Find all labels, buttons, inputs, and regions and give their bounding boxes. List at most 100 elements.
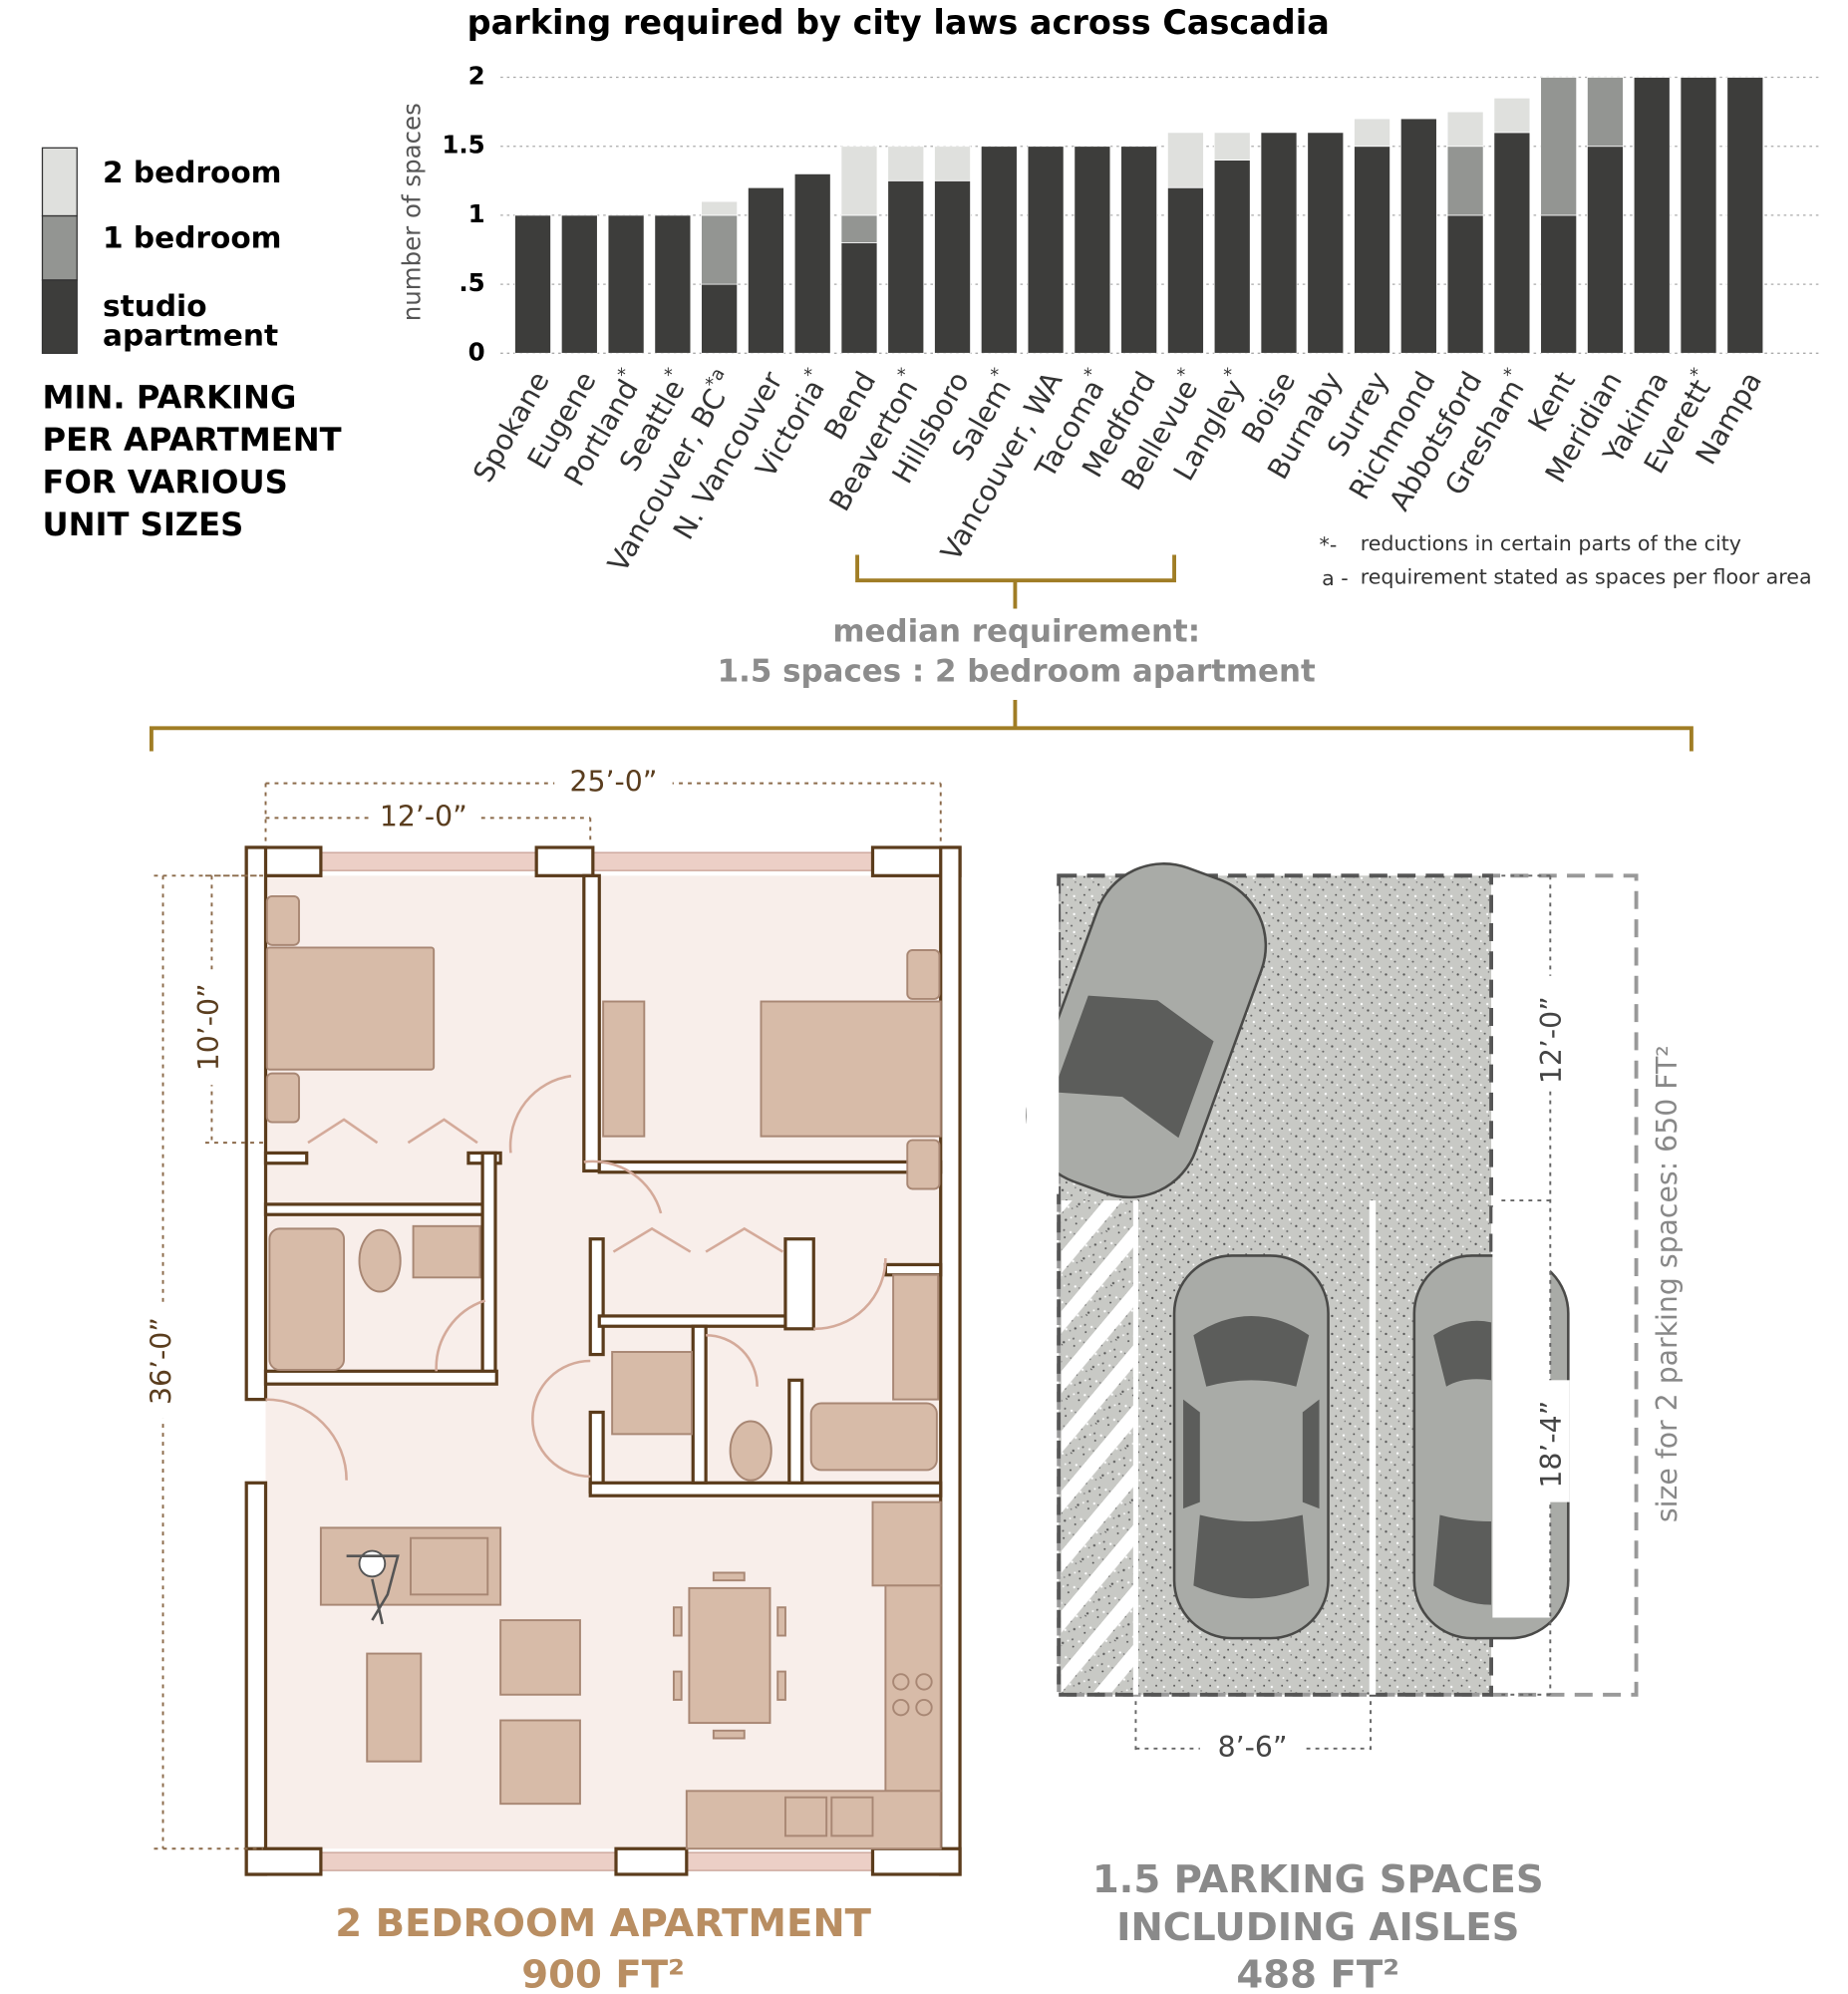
dimension-label: 12’-0”: [1535, 996, 1568, 1084]
bar-segment: [514, 214, 551, 354]
caption: 1.5 PARKING SPACES: [1092, 1857, 1544, 1902]
caption: 488 FT²: [1236, 1953, 1399, 1994]
bar-segment: [1587, 146, 1624, 354]
car: [1172, 1254, 1330, 1640]
window: [592, 851, 874, 871]
bar-segment: [1354, 118, 1390, 148]
bar-segment: [980, 146, 1018, 354]
legend: 2 bedroom 1 bedroom studio apartment: [41, 147, 282, 354]
heading-line: UNIT SIZES: [42, 505, 243, 543]
bar-segment: [1167, 186, 1204, 354]
bar-segment: [934, 146, 971, 181]
legend-label: 1 bedroom: [103, 224, 282, 256]
bar-segment: [1167, 132, 1204, 188]
bar-segment: [1540, 77, 1578, 216]
bar-segment: [934, 179, 971, 354]
bar-segment: [1633, 77, 1671, 354]
floor-plan: 25’-0” 12’-0” 10’-0” 36’-0” 2 BEDROOM AP…: [145, 766, 962, 1994]
window: [320, 851, 537, 871]
footnote-text: reductions in certain parts of the city: [1361, 531, 1741, 555]
bar-segment: [1120, 146, 1158, 354]
bar-segment: [1446, 214, 1484, 354]
legend-label-box: studio apartment: [103, 292, 279, 354]
door-swings: [265, 1074, 887, 1481]
dimensions: [145, 768, 942, 1850]
bar-segment: [1260, 132, 1298, 354]
bar-segment: [840, 242, 878, 354]
footnote-symbol: a -: [1322, 566, 1349, 590]
window: [320, 1851, 617, 1871]
dimension-label: 18’-4”: [1535, 1401, 1568, 1489]
bar-segment: [1726, 77, 1764, 354]
bar-segment: [701, 283, 739, 354]
caption: INCLUDING AISLES: [1116, 1905, 1519, 1950]
bar-segment: [1399, 118, 1437, 354]
car: [1026, 862, 1268, 1199]
bar-segment: [1354, 146, 1390, 354]
bar-chart: 0.511.52SpokaneEugenePortland*Seattle*Va…: [442, 62, 1823, 577]
heading-line: MIN. PARKING: [42, 379, 296, 417]
dimension-label: 10’-0”: [192, 983, 225, 1071]
bar-segment: [1213, 160, 1251, 354]
bar-segment: [1027, 146, 1065, 354]
bar-segment: [840, 214, 878, 243]
chart-title: parking required by city laws across Cas…: [467, 3, 1330, 42]
bar-segment: [1587, 77, 1624, 148]
bar-segment: [701, 200, 739, 216]
bar-segment: [1493, 97, 1531, 134]
median-text: 1.5 spaces : 2 bedroom apartment: [718, 653, 1316, 689]
legend-label: studio apartment: [103, 292, 279, 354]
median-text: median requirement:: [832, 613, 1200, 649]
bar-segment: [1446, 146, 1484, 216]
legend-label: 2 bedroom: [103, 159, 282, 190]
bar-segment: [887, 146, 925, 181]
bar-segment: [1680, 77, 1717, 354]
walls: [244, 845, 962, 1876]
caption: 900 FT²: [521, 1953, 685, 1994]
caption: 2 BEDROOM APARTMENT: [335, 1901, 871, 1946]
y-tick-label: .5: [459, 268, 484, 297]
footnote-text: requirement stated as spaces per floor a…: [1361, 565, 1812, 589]
footnotes: *- reductions in certain parts of the ci…: [1320, 531, 1812, 590]
dimension-label: 36’-0”: [146, 1317, 178, 1405]
bracket: [149, 699, 1694, 752]
dimension-label: 8’-6”: [1218, 1731, 1288, 1764]
bar-segment: [1446, 111, 1484, 148]
legend-swatch: [41, 279, 78, 354]
furniture: [265, 894, 942, 1850]
dimension-label: 25’-0”: [569, 766, 657, 799]
parking-diagram: 12’-0” 18’-4” 8’-6” size for 2 parking s…: [1026, 862, 1684, 1994]
bar-segment: [887, 179, 925, 354]
footnote-symbol: *-: [1320, 532, 1338, 556]
bar-segment: [840, 146, 878, 216]
bar-segment: [701, 214, 739, 285]
bar-segment: [560, 214, 598, 354]
y-tick-label: 1.5: [442, 131, 484, 160]
total-label: size for 2 parking spaces: 650 FT²: [1651, 1045, 1684, 1522]
bar-segment: [1307, 132, 1345, 354]
brackets: [149, 554, 1694, 752]
side-heading: MIN. PARKING PER APARTMENT FOR VARIOUS U…: [42, 379, 341, 543]
bar-segment: [1213, 132, 1251, 161]
bar-segment: [1540, 214, 1578, 354]
y-axis-label: number of spaces: [398, 103, 427, 321]
legend-swatch: [41, 214, 78, 281]
heading-line: FOR VARIOUS: [42, 464, 287, 501]
bracket: [855, 554, 1176, 609]
hatched-zone: [1061, 1200, 1136, 1693]
bar-segment: [1493, 132, 1531, 354]
bar-segment: [1074, 146, 1111, 354]
bar-segment: [607, 214, 645, 354]
heading-line: PER APARTMENT: [42, 421, 341, 459]
bar-segment: [793, 173, 831, 354]
dimension-label: 12’-0”: [380, 800, 467, 832]
legend-label-box: 2 bedroom: [103, 159, 282, 190]
y-tick-label: 0: [468, 337, 485, 366]
legend-swatch: [41, 147, 78, 217]
bar-segment: [654, 214, 692, 354]
y-tick-label: 2: [468, 62, 485, 91]
bar-segment: [748, 186, 784, 354]
y-tick-label: 1: [468, 199, 485, 228]
window: [686, 1851, 874, 1871]
